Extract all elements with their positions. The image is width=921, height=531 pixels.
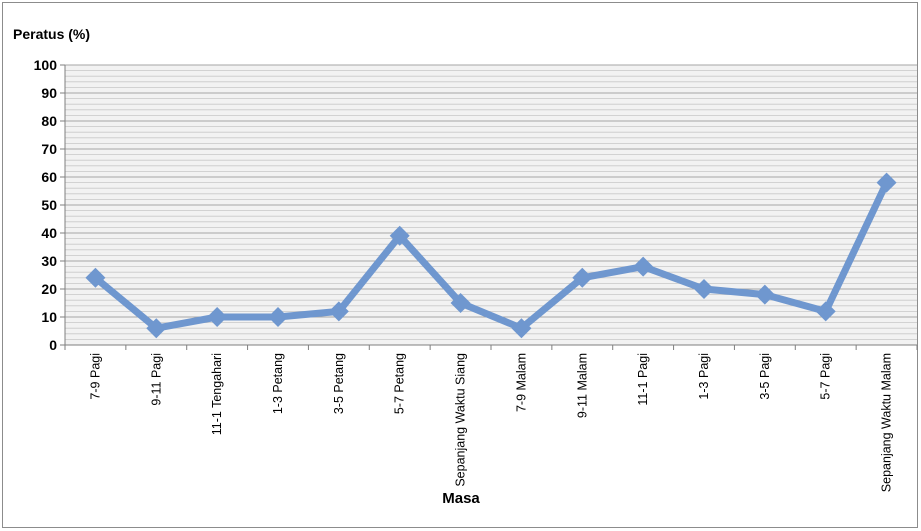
x-tick-label: 1-3 Pagi [697,353,711,400]
data-point-marker [207,307,228,327]
x-tick-label: 3-5 Petang [332,353,346,414]
x-tick-label: 11-1 Tengahari [210,353,224,435]
data-point-marker [85,267,106,288]
line-chart: Peratus (%) 0 10 20 30 40 50 60 70 80 90 100 7-9 P… [13,26,918,507]
data-point-marker [146,318,167,339]
data-point-marker [633,256,654,277]
y-tick-label: 80 [41,113,57,129]
data-point-marker [450,293,471,313]
y-axis-ticks: 0 10 20 30 40 50 60 70 80 90 100 [34,57,65,353]
y-tick-label: 30 [41,253,57,269]
data-point-marker [815,301,836,322]
y-axis-title: Peratus (%) [13,26,90,42]
data-point-marker [389,225,410,246]
data-point-marker [694,279,714,299]
series-line [85,172,897,339]
x-tick-label: 3-5 Pagi [758,353,772,400]
y-tick-label: 40 [41,225,57,241]
y-tick-label: 70 [41,141,57,157]
data-point-marker [754,284,775,305]
y-tick-label: 0 [49,337,57,353]
x-axis-ticks: 7-9 Pagi 9-11 Pagi 11-1 Tengahari 1-3 Petan… [64,345,918,492]
data-point-marker [511,318,532,339]
y-tick-label: 100 [34,57,58,73]
series-path [91,179,891,332]
x-tick-label: 7-9 Pagi [88,353,102,400]
x-tick-label: 9-11 Pagi [149,353,163,406]
x-tick-label: 7-9 Malam [514,353,528,412]
y-tick-label: 10 [41,309,57,325]
x-axis-title: Masa [442,490,480,507]
x-tick-label: 11-1 Pagi [636,353,650,406]
y-tick-label: 60 [41,169,57,185]
x-tick-label: 9-11 Malam [575,353,589,418]
x-tick-label: 1-3 Petang [271,353,285,414]
data-point-marker [572,267,593,288]
data-point-marker [328,301,349,322]
y-tick-label: 50 [41,197,57,213]
gridlines [65,64,917,346]
x-tick-label: 5-7 Pagi [819,353,833,400]
x-tick-label: 5-7 Petang [393,353,407,414]
data-point-marker [268,307,288,327]
y-tick-label: 20 [41,281,57,297]
x-tick-label: Sepanjang Waktu Malam [880,353,894,492]
x-tick-label: Sepanjang Waktu Siang [454,353,468,487]
y-tick-label: 90 [41,85,57,101]
data-point-marker [876,172,897,193]
